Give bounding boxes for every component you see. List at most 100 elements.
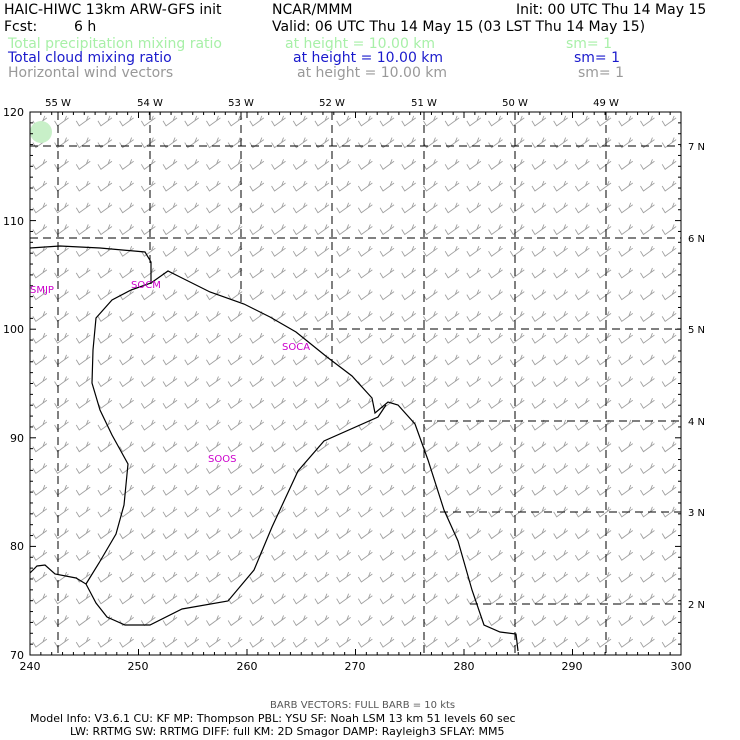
wind-barb: [401, 311, 417, 322]
wind-barb: [206, 506, 221, 518]
wind-barb: [206, 550, 221, 561]
wind-barb: [596, 528, 612, 540]
wind-barb: [379, 115, 395, 127]
barb-note: BARB VECTORS: FULL BARB = 10 kts: [270, 700, 456, 711]
wind-barb: [119, 159, 134, 170]
wind-barb: [466, 289, 482, 301]
wind-barb: [184, 137, 200, 149]
wind-barb: [531, 224, 547, 236]
wind-barb: [553, 571, 568, 583]
y-tick-label: 100: [3, 323, 24, 336]
wind-barb: [184, 419, 200, 431]
wind-barb: [97, 202, 113, 214]
wind-barb: [119, 441, 134, 453]
wind-barb: [162, 550, 178, 561]
wind-barb: [249, 180, 265, 192]
wind-barb: [553, 636, 568, 648]
wind-barb: [357, 484, 373, 496]
wind-barb: [379, 267, 395, 279]
wind-barb: [509, 159, 525, 170]
wind-barb: [314, 332, 330, 344]
wind-barb: [271, 593, 286, 605]
wind-barb: [271, 202, 286, 214]
wind-barb: [531, 311, 547, 322]
wind-barb: [292, 115, 308, 127]
wind-barb: [618, 441, 634, 453]
wind-barb: [574, 289, 590, 301]
wind-barb: [206, 636, 221, 648]
wind-barb: [379, 550, 395, 561]
wind-barb: [119, 615, 134, 627]
wind-barb: [271, 137, 286, 149]
wind-barb: [336, 311, 351, 322]
wind-barb: [292, 506, 308, 518]
lon-label: 55 W: [45, 98, 71, 109]
wind-barb: [661, 224, 677, 236]
wind-barb: [596, 571, 612, 583]
wind-barb: [596, 615, 612, 627]
wind-barb: [574, 528, 590, 540]
wind-barb: [423, 571, 438, 583]
wind-barb: [357, 463, 373, 475]
wind-barb: [97, 593, 113, 605]
wind-barb: [596, 289, 612, 301]
wind-barb: [184, 267, 200, 279]
wind-barb: [444, 593, 460, 605]
wind-barb: [618, 571, 634, 583]
wind-barb: [184, 463, 200, 475]
wind-barb: [292, 376, 308, 388]
wind-barb: [140, 311, 156, 322]
wind-barb: [466, 354, 482, 366]
wind-barb: [618, 550, 634, 561]
wind-barb: [618, 311, 634, 322]
wind-barb: [140, 159, 156, 170]
wind-barb: [553, 484, 568, 496]
wind-barb: [54, 246, 69, 257]
lat-label: 5 N: [688, 325, 705, 336]
wind-barb: [444, 289, 460, 301]
wind-barb: [618, 593, 634, 605]
wind-barb: [531, 398, 547, 409]
wind-barb: [444, 376, 460, 388]
wind-barb: [379, 159, 395, 170]
wind-barb: [271, 528, 286, 540]
wind-barb: [488, 376, 503, 388]
wind-barb: [292, 246, 308, 257]
wind-barb: [574, 550, 590, 561]
wind-barb: [227, 311, 243, 322]
wind-barb: [466, 376, 482, 388]
wind-barb: [553, 376, 568, 388]
wind-barb: [596, 332, 612, 344]
wind-barb: [357, 159, 373, 170]
wind-barb: [640, 354, 655, 366]
lon-label: 50 W: [502, 98, 528, 109]
wind-barb: [54, 115, 69, 127]
wind-barb: [661, 615, 677, 627]
wind-barb: [553, 398, 568, 409]
wind-barb: [488, 528, 503, 540]
wind-barb: [119, 398, 134, 409]
wind-barb: [444, 202, 460, 214]
wind-barb: [162, 137, 178, 149]
wind-barb: [184, 354, 200, 366]
wind-barb: [574, 484, 590, 496]
wind-barb: [618, 463, 634, 475]
wind-barb: [292, 180, 308, 192]
wind-barb: [509, 484, 525, 496]
wind-barb: [227, 137, 243, 149]
wind-barb: [162, 267, 178, 279]
wind-barb: [292, 354, 308, 366]
wind-barb: [466, 159, 482, 170]
wind-barb: [292, 636, 308, 648]
wind-barb: [314, 180, 330, 192]
wind-barb: [271, 115, 286, 127]
wind-barb: [357, 528, 373, 540]
wind-barb: [271, 180, 286, 192]
field-sm-precip: sm= 1: [566, 36, 613, 52]
coast-east: [130, 270, 519, 652]
wind-barb: [54, 615, 69, 627]
wind-barb: [162, 441, 178, 453]
wind-barb: [401, 593, 417, 605]
wind-barb: [423, 376, 438, 388]
wind-barb: [119, 419, 134, 431]
